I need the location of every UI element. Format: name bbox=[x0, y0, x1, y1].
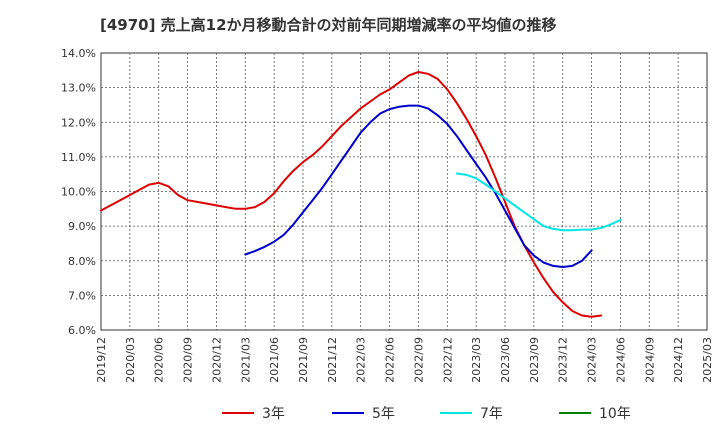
x-tick-label: 2025/03 bbox=[701, 337, 714, 383]
x-tick-label: 2022/12 bbox=[441, 337, 454, 383]
series-line bbox=[455, 172, 622, 232]
x-tick-label: 2021/09 bbox=[297, 337, 310, 383]
x-tick-label: 2021/06 bbox=[268, 337, 281, 383]
y-axis-ticks: 14.0% 13.0% 12.0% 11.0% 10.0% 9.0% 8.0% 7.0% 6.0… bbox=[61, 47, 96, 337]
y-tick-label: 12.0% bbox=[61, 116, 96, 129]
x-tick-label: 2024/09 bbox=[643, 337, 656, 383]
x-tick-label: 2022/03 bbox=[355, 337, 368, 383]
x-tick-label: 2024/06 bbox=[614, 337, 627, 383]
x-tick-label: 2023/12 bbox=[557, 337, 570, 383]
legend-label: 3年 bbox=[262, 406, 285, 422]
legend-label: 5年 bbox=[372, 406, 395, 422]
x-axis-ticks: 2019/12 2020/03 2020/06 2020/09 2020/12 2021/… bbox=[95, 337, 714, 383]
x-tick-label: 2020/03 bbox=[124, 337, 137, 383]
x-tick-label: 2022/06 bbox=[384, 337, 397, 383]
series-line bbox=[244, 104, 593, 268]
legend: 3年 5年 7年 10年 bbox=[222, 406, 631, 422]
x-tick-label: 2022/09 bbox=[412, 337, 425, 383]
x-tick-label: 2021/12 bbox=[326, 337, 339, 383]
x-tick-label: 2024/03 bbox=[586, 337, 599, 383]
y-tick-label: 9.0% bbox=[68, 220, 96, 233]
x-tick-label: 2020/06 bbox=[153, 337, 166, 383]
legend-label: 7年 bbox=[480, 406, 503, 422]
x-tick-label: 2023/03 bbox=[470, 337, 483, 383]
x-tick-label: 2021/03 bbox=[239, 337, 252, 383]
plot-area bbox=[100, 52, 708, 331]
y-tick-label: 6.0% bbox=[68, 324, 96, 337]
x-tick-label: 2024/12 bbox=[672, 337, 685, 383]
y-tick-label: 14.0% bbox=[61, 47, 96, 60]
y-tick-label: 11.0% bbox=[61, 151, 96, 164]
y-tick-label: 10.0% bbox=[61, 186, 96, 199]
y-tick-label: 8.0% bbox=[68, 255, 96, 268]
x-tick-label: 2023/06 bbox=[499, 337, 512, 383]
x-tick-label: 2023/09 bbox=[528, 337, 541, 383]
chart-title: [4970] 売上高12か月移動合計の対前年同期増減率の平均値の推移 bbox=[100, 16, 557, 34]
x-tick-label: 2019/12 bbox=[95, 337, 108, 383]
y-tick-label: 7.0% bbox=[68, 289, 96, 302]
legend-label: 10年 bbox=[599, 406, 631, 422]
series-lines bbox=[100, 71, 622, 318]
grid-lines bbox=[101, 53, 707, 330]
x-tick-label: 2020/09 bbox=[182, 337, 195, 383]
y-tick-label: 13.0% bbox=[61, 82, 96, 95]
x-tick-label: 2020/12 bbox=[210, 337, 223, 383]
